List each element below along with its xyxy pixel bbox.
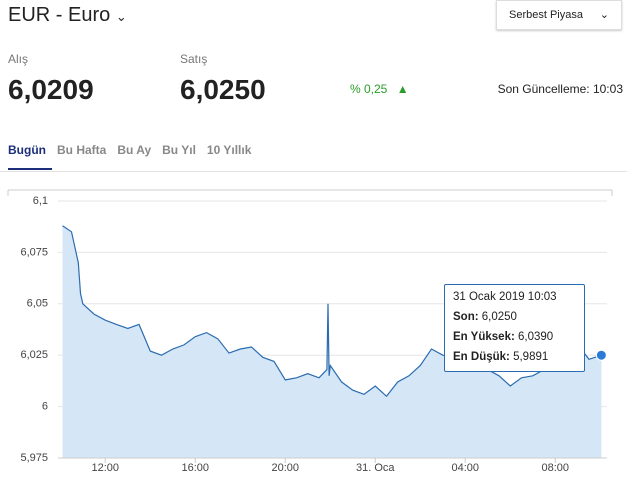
tooltip-value: 6,0390 bbox=[518, 331, 554, 343]
x-tick-label: 20:00 bbox=[271, 462, 299, 474]
x-tick-label: 04:00 bbox=[451, 462, 479, 474]
tooltip-label: En Düşük: bbox=[453, 351, 510, 363]
tooltip-value: 6,0250 bbox=[481, 311, 517, 323]
y-tick-label: 6,025 bbox=[20, 349, 48, 361]
up-arrow: ▲ bbox=[396, 82, 409, 96]
updated: Son Güncelleme: 10:03 bbox=[497, 82, 623, 96]
buy-value: 6,0209 bbox=[8, 74, 94, 105]
title: EUR - Euro ⌄ bbox=[8, 4, 127, 27]
y-tick-label: 5,975 bbox=[20, 452, 48, 464]
change-text: % 0,25 bbox=[350, 82, 388, 96]
tabs: Bugün Bu Hafta Bu Ay Bu Yıl 10 Yıllık bbox=[8, 143, 251, 157]
tab[interactable]: Bu Yıl bbox=[162, 143, 196, 157]
change: % 0,25 ▲ bbox=[350, 82, 409, 96]
y-tick-label: 6 bbox=[42, 401, 48, 413]
tooltip: 31 Ocak 2019 10:03 Son: 6,0250 En Yüksek: … bbox=[444, 284, 585, 372]
tab-underline bbox=[8, 168, 52, 170]
tooltip-row: En Düşük: 5,9891 bbox=[453, 347, 576, 367]
tooltip-title: 31 Ocak 2019 10:03 bbox=[453, 291, 557, 303]
sell-label: Satış bbox=[180, 52, 208, 66]
tooltip-label: Son: bbox=[453, 311, 479, 323]
sell-value: 6,0250 bbox=[180, 74, 266, 105]
x-tick-label: 12:00 bbox=[91, 462, 119, 474]
caret: ⌄ bbox=[115, 9, 127, 24]
x-tick-label: 31. Oca bbox=[356, 462, 395, 474]
divider bbox=[0, 171, 627, 172]
buy-label: Alış bbox=[8, 52, 29, 66]
last-point bbox=[595, 349, 607, 361]
y-tick-label: 6,075 bbox=[20, 246, 48, 258]
caret: ⌄ bbox=[599, 9, 609, 21]
price-line bbox=[62, 225, 602, 398]
title-text: EUR - Euro bbox=[8, 4, 111, 26]
market-text: Serbest Piyasa bbox=[509, 9, 583, 21]
market-select[interactable]: Serbest Piyasa ⌄ bbox=[496, 0, 622, 30]
tab[interactable]: Bu Hafta bbox=[57, 143, 107, 157]
area bbox=[62, 225, 602, 458]
x-tick-label: 08:00 bbox=[541, 462, 569, 474]
tab[interactable]: Bugün bbox=[8, 143, 46, 157]
y-tick-label: 6,05 bbox=[27, 298, 48, 310]
tooltip-row: Son: 6,0250 bbox=[453, 307, 576, 327]
tooltip-value: 5,9891 bbox=[513, 351, 549, 363]
tooltip-row: En Yüksek: 6,0390 bbox=[453, 327, 576, 347]
y-tick-label: 6,1 bbox=[33, 195, 48, 207]
tooltip-label: En Yüksek: bbox=[453, 331, 515, 343]
tab[interactable]: 10 Yıllık bbox=[206, 143, 252, 157]
tab[interactable]: Bu Ay bbox=[117, 143, 152, 157]
x-tick-label: 16:00 bbox=[181, 462, 209, 474]
